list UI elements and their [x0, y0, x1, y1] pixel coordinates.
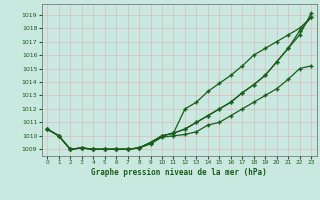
- X-axis label: Graphe pression niveau de la mer (hPa): Graphe pression niveau de la mer (hPa): [91, 168, 267, 177]
